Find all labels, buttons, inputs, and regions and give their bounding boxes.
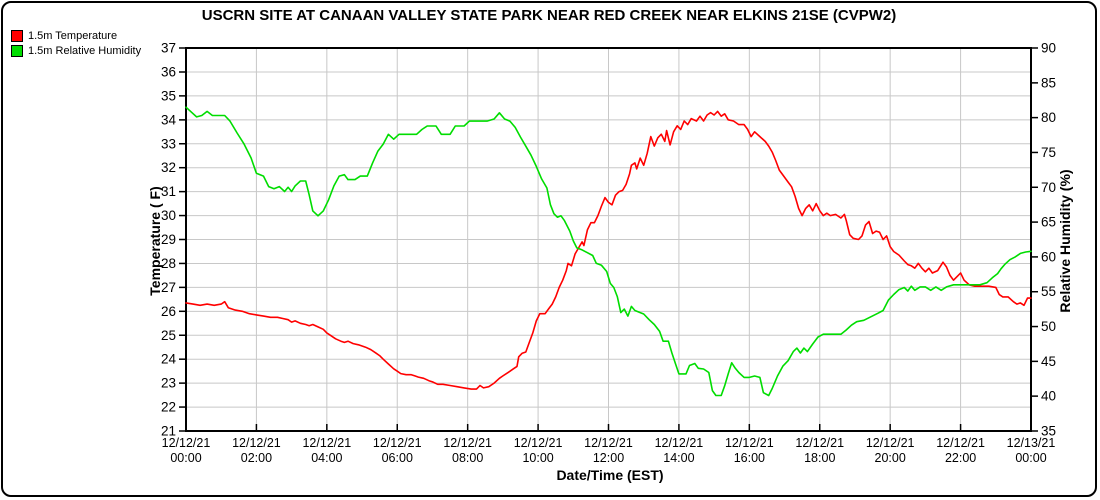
- svg-text:26: 26: [161, 304, 176, 319]
- svg-text:23: 23: [161, 376, 176, 391]
- svg-text:12/12/21: 12/12/21: [795, 436, 844, 450]
- svg-text:55: 55: [1041, 284, 1056, 299]
- svg-text:50: 50: [1041, 319, 1056, 334]
- svg-text:12:00: 12:00: [593, 451, 624, 465]
- legend: 1.5m Temperature 1.5m Relative Humidity: [11, 28, 141, 58]
- gridlines: [185, 47, 1032, 432]
- svg-text:75: 75: [1041, 145, 1056, 160]
- svg-text:34: 34: [161, 112, 177, 127]
- svg-text:12/12/21: 12/12/21: [725, 436, 774, 450]
- temperature-line: [185, 110, 1032, 390]
- svg-text:31: 31: [161, 184, 176, 199]
- svg-text:37: 37: [161, 41, 176, 56]
- svg-text:12/12/21: 12/12/21: [936, 436, 985, 450]
- svg-text:35: 35: [1041, 424, 1056, 439]
- svg-text:65: 65: [1041, 215, 1056, 230]
- svg-text:12/12/21: 12/12/21: [584, 436, 633, 450]
- humidity-swatch-icon: [11, 44, 23, 57]
- svg-text:12/12/21: 12/12/21: [866, 436, 915, 450]
- svg-text:12/12/21: 12/12/21: [443, 436, 492, 450]
- svg-text:85: 85: [1041, 75, 1056, 90]
- svg-text:22:00: 22:00: [945, 451, 976, 465]
- svg-text:90: 90: [1041, 41, 1056, 56]
- svg-text:24: 24: [161, 352, 177, 367]
- svg-text:80: 80: [1041, 110, 1056, 125]
- svg-text:20:00: 20:00: [875, 451, 906, 465]
- svg-text:08:00: 08:00: [452, 451, 483, 465]
- svg-text:14:00: 14:00: [663, 451, 694, 465]
- svg-text:06:00: 06:00: [382, 451, 413, 465]
- svg-text:04:00: 04:00: [311, 451, 342, 465]
- legend-item-temperature: 1.5m Temperature: [11, 28, 141, 43]
- svg-text:21: 21: [161, 424, 176, 439]
- legend-item-humidity: 1.5m Relative Humidity: [11, 43, 141, 58]
- svg-text:02:00: 02:00: [241, 451, 272, 465]
- svg-text:27: 27: [161, 280, 176, 295]
- svg-text:12/12/21: 12/12/21: [655, 436, 704, 450]
- svg-text:10:00: 10:00: [522, 451, 553, 465]
- legend-label-humidity: 1.5m Relative Humidity: [28, 44, 142, 57]
- svg-text:12/13/21: 12/13/21: [1007, 436, 1056, 450]
- svg-text:28: 28: [161, 256, 176, 271]
- svg-text:12/12/21: 12/12/21: [514, 436, 563, 450]
- svg-text:35: 35: [161, 88, 176, 103]
- svg-text:33: 33: [161, 136, 176, 151]
- svg-text:16:00: 16:00: [734, 451, 765, 465]
- legend-label-temperature: 1.5m Temperature: [28, 29, 118, 42]
- svg-text:36: 36: [161, 64, 176, 79]
- svg-text:22: 22: [161, 400, 176, 415]
- svg-text:45: 45: [1041, 354, 1056, 369]
- svg-text:00:00: 00:00: [170, 451, 201, 465]
- svg-text:40: 40: [1041, 389, 1056, 404]
- chart-title: USCRN SITE AT CANAAN VALLEY STATE PARK N…: [201, 7, 897, 24]
- humidity-line: [185, 106, 1032, 397]
- temperature-swatch-icon: [11, 29, 23, 42]
- axis-ticks-and-labels: 21 22 23 24 25 26 27 28 29 30 31 32 33 34 35 36 37 35 40 45…: [161, 41, 1056, 466]
- svg-text:25: 25: [161, 328, 176, 343]
- svg-text:30: 30: [161, 208, 176, 223]
- svg-text:12/12/21: 12/12/21: [232, 436, 281, 450]
- svg-text:12/12/21: 12/12/21: [162, 436, 211, 450]
- svg-text:00:00: 00:00: [1015, 451, 1046, 465]
- svg-text:18:00: 18:00: [804, 451, 835, 465]
- svg-text:12/12/21: 12/12/21: [373, 436, 422, 450]
- svg-text:70: 70: [1041, 180, 1056, 195]
- plot-border: [185, 47, 1032, 432]
- x-axis-title: Date/Time (EST): [556, 467, 664, 483]
- svg-text:32: 32: [161, 160, 176, 175]
- plot-area: 21 22 23 24 25 26 27 28 29 30 31 32 33 34 35 36 37 35 40 45…: [161, 41, 1056, 466]
- svg-text:60: 60: [1041, 249, 1056, 264]
- svg-text:12/12/21: 12/12/21: [302, 436, 351, 450]
- svg-text:29: 29: [161, 232, 176, 247]
